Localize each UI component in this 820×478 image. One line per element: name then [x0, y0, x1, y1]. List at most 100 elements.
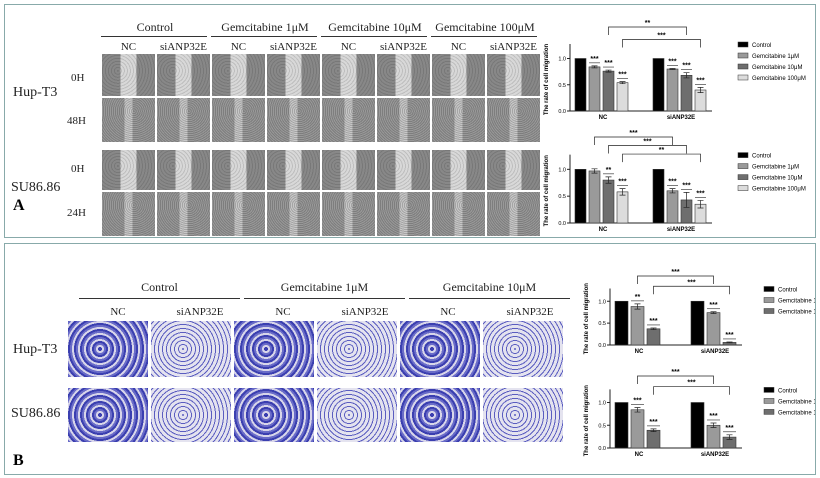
y-tick-label: 0.0	[558, 109, 566, 115]
y-tick-label: 0.5	[558, 194, 566, 200]
wound-healing-image	[101, 149, 156, 191]
wound-healing-image	[486, 191, 541, 237]
comparison-label: **	[659, 147, 665, 154]
y-tick-label: 1.0	[598, 401, 606, 407]
y-tick-label: 0.0	[598, 446, 606, 452]
significance-label: ***	[668, 58, 676, 65]
error-bar	[591, 65, 598, 69]
legend-label: Control	[778, 388, 797, 394]
transwell-image	[482, 320, 564, 378]
significance-label: ***	[618, 72, 626, 79]
significance-label: ***	[725, 332, 733, 339]
group-header: Gemcitabine 10μM	[328, 20, 422, 34]
wound-healing-image	[376, 191, 431, 237]
bar-chart-hupt3-transwell: The rate of cell migration 0.0 0.5 1.0 NC siA…	[584, 269, 815, 355]
header-underline	[79, 298, 240, 299]
bar	[694, 89, 707, 112]
legend-swatch	[737, 74, 749, 81]
transwell-image	[150, 320, 232, 378]
wound-healing-image	[266, 191, 321, 237]
transwell-image	[399, 387, 481, 443]
legend-swatch	[737, 52, 749, 59]
bar	[602, 70, 615, 112]
condition-label: siANP32E	[379, 41, 428, 53]
significance-label: ***	[709, 413, 717, 420]
x-tick-label: NC	[599, 227, 608, 233]
legend-swatch	[763, 297, 775, 303]
error-bar	[697, 87, 704, 93]
error-bar	[605, 176, 612, 184]
header-underline	[211, 36, 317, 37]
bar	[646, 429, 661, 449]
group-header: Gemcitabine 1μM	[280, 280, 369, 294]
wound-healing-image	[156, 53, 211, 97]
legend-swatch	[737, 152, 749, 158]
legend-label: Gemcitabine 1μM	[778, 399, 815, 405]
legend-swatch	[737, 174, 749, 180]
comparison-label: ***	[629, 130, 637, 137]
condition-label: siANP32E	[159, 41, 208, 53]
error-bar	[650, 428, 657, 432]
legend-label: Gemcitabine 10μM	[778, 310, 815, 316]
significance-label: ***	[604, 60, 612, 67]
bar	[690, 402, 705, 449]
wound-healing-image	[321, 53, 376, 97]
header-underline	[409, 298, 570, 299]
transwell-image	[150, 387, 232, 443]
condition-label: NC	[110, 306, 126, 318]
bar	[706, 312, 721, 346]
header-underline	[431, 36, 537, 37]
comparison-label: ***	[657, 33, 665, 40]
significance-label: ***	[649, 318, 657, 325]
group-header: Gemcitabine 100μM	[435, 20, 535, 34]
bar	[680, 74, 693, 112]
legend-label: Gemcitabine 10μM	[778, 410, 815, 416]
wound-healing-image	[486, 149, 541, 191]
legend-label: Control	[778, 288, 797, 294]
significance-label: ***	[618, 179, 626, 186]
legend-swatch	[763, 286, 775, 292]
significance-label: **	[606, 167, 612, 174]
wound-healing-image	[376, 97, 431, 143]
bar	[614, 402, 629, 449]
x-tick-label: siANP32E	[667, 227, 695, 233]
wound-healing-image	[321, 191, 376, 237]
wound-healing-image	[321, 97, 376, 143]
time-label: 0H	[71, 163, 85, 175]
wound-healing-image	[431, 97, 486, 143]
significance-label: ***	[682, 182, 690, 189]
error-bar	[726, 434, 733, 440]
group-header: Gemcitabine 1μM	[221, 20, 309, 34]
wound-healing-image	[486, 53, 541, 97]
significance-label: ***	[725, 425, 733, 432]
legend-label: Gemcitabine 1μM	[752, 54, 799, 60]
wound-healing-image	[266, 53, 321, 97]
condition-label: siANP32E	[489, 41, 538, 53]
y-tick-label: 1.0	[558, 167, 566, 173]
significance-label: **	[635, 294, 641, 301]
comparison-label: ***	[671, 369, 679, 376]
legend-swatch	[737, 163, 749, 169]
error-bar	[605, 69, 612, 73]
significance-label: ***	[696, 190, 704, 197]
transwell-image	[316, 387, 398, 443]
wound-healing-image	[376, 149, 431, 191]
bar	[616, 191, 629, 224]
y-axis-label: The rate of cell migration	[584, 385, 590, 457]
error-bar	[591, 168, 598, 174]
error-bar	[726, 341, 733, 344]
panel-label: A	[13, 197, 25, 214]
wound-healing-image	[101, 191, 156, 237]
comparison-bracket	[653, 285, 730, 295]
comparison-label: **	[645, 20, 651, 27]
error-bar	[710, 311, 717, 314]
time-label: 0H	[71, 72, 85, 84]
transwell-image	[67, 387, 149, 443]
bar	[690, 300, 705, 346]
comparison-label: ***	[687, 380, 695, 387]
comparison-bracket	[653, 386, 730, 395]
bar	[574, 58, 587, 112]
comparison-bracket	[608, 145, 687, 154]
transwell-image	[233, 387, 315, 443]
bar	[666, 68, 679, 112]
